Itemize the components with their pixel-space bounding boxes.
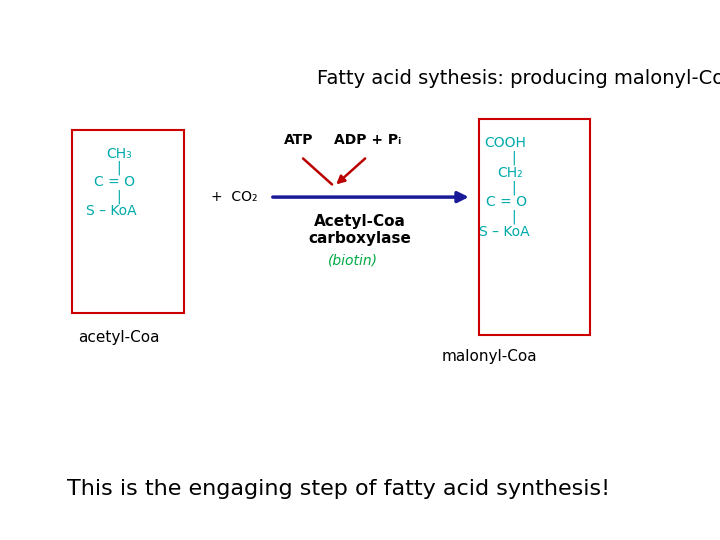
Text: Acetyl-Coa: Acetyl-Coa bbox=[314, 214, 406, 229]
Text: CH₂: CH₂ bbox=[497, 166, 523, 180]
Text: Fatty acid sythesis: producing malonyl-Coa: Fatty acid sythesis: producing malonyl-C… bbox=[317, 69, 720, 88]
Text: +  CO₂: + CO₂ bbox=[211, 190, 257, 204]
Text: malonyl-Coa: malonyl-Coa bbox=[442, 349, 537, 364]
Text: CH₃: CH₃ bbox=[107, 147, 132, 161]
Text: |: | bbox=[511, 210, 516, 224]
Text: |: | bbox=[511, 151, 516, 165]
Text: S – KoA: S – KoA bbox=[479, 225, 529, 239]
Text: acetyl-Coa: acetyl-Coa bbox=[78, 330, 160, 345]
Text: ATP: ATP bbox=[284, 133, 313, 147]
Text: C = O: C = O bbox=[94, 175, 135, 189]
Text: S – KoA: S – KoA bbox=[86, 204, 137, 218]
Text: |: | bbox=[117, 160, 121, 174]
Text: |: | bbox=[511, 180, 516, 194]
Text: |: | bbox=[117, 190, 121, 204]
Text: ADP + Pᵢ: ADP + Pᵢ bbox=[333, 133, 401, 147]
Text: This is the engaging step of fatty acid synthesis!: This is the engaging step of fatty acid … bbox=[67, 478, 610, 499]
Text: COOH: COOH bbox=[484, 136, 526, 150]
Text: C = O: C = O bbox=[486, 195, 527, 210]
Text: (biotin): (biotin) bbox=[328, 253, 378, 267]
Text: carboxylase: carboxylase bbox=[309, 231, 411, 246]
